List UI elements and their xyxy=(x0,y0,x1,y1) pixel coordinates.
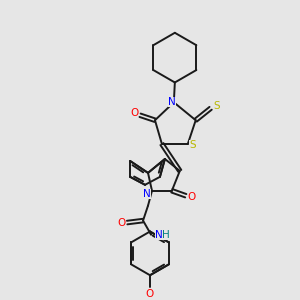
Text: O: O xyxy=(146,289,154,299)
Text: S: S xyxy=(189,140,196,150)
Text: N: N xyxy=(155,230,163,241)
Text: N: N xyxy=(168,97,176,107)
Text: O: O xyxy=(130,108,138,118)
Text: O: O xyxy=(117,218,125,228)
Text: S: S xyxy=(213,101,220,111)
Text: O: O xyxy=(188,192,196,202)
Text: N: N xyxy=(143,189,151,199)
Text: H: H xyxy=(162,230,170,241)
